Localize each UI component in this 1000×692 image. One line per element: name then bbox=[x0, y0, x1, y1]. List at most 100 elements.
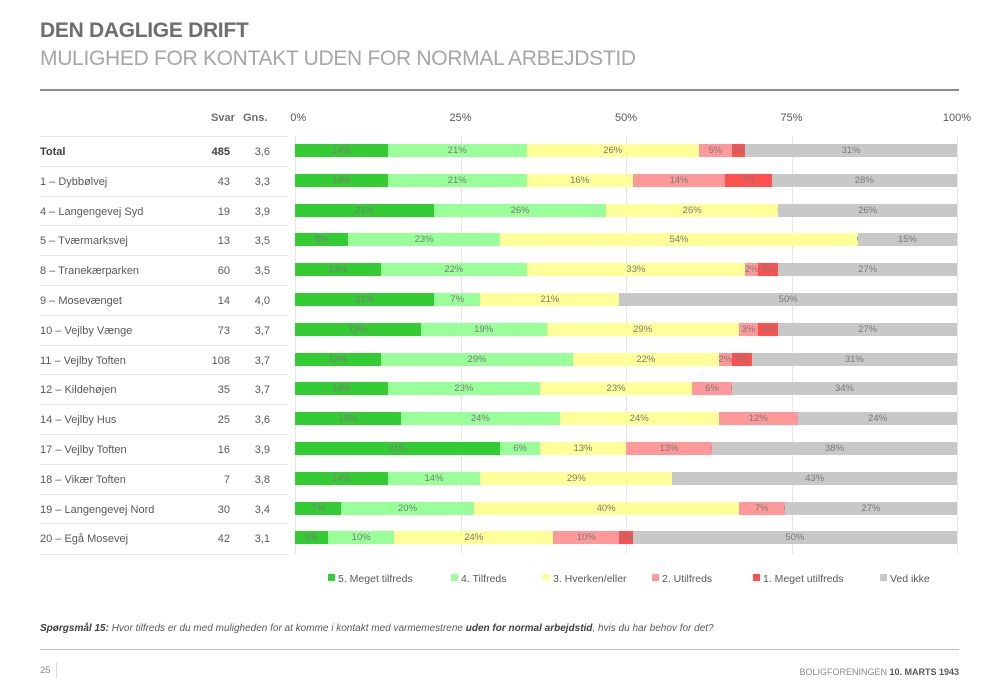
bar-segment bbox=[434, 293, 481, 306]
bar-segment bbox=[738, 322, 759, 336]
bar-segment bbox=[328, 531, 395, 545]
bar-segment bbox=[718, 412, 799, 426]
bar-row: 7%20%40%7%0%27% bbox=[295, 501, 957, 515]
bar-row: 14% 21% 26% 5% 2% 31% bbox=[295, 144, 957, 157]
bar-segment bbox=[798, 412, 957, 426]
legend-item: 1. Meget utilfreds bbox=[753, 573, 844, 585]
data-label: 7% bbox=[450, 294, 465, 305]
row-name: 11 – Vejlby Toften bbox=[40, 354, 126, 367]
bar-segment bbox=[692, 382, 732, 396]
bar-segment bbox=[778, 263, 957, 277]
row-name: 5 – Tværmarksvej bbox=[40, 235, 128, 248]
row-gns: 4,0 bbox=[254, 295, 270, 307]
bar-row: 14% 21% 16% 14% 7% 28% bbox=[295, 173, 957, 187]
bar-segment bbox=[758, 322, 779, 336]
bar-segment bbox=[745, 263, 759, 277]
data-label: 23% bbox=[606, 383, 626, 395]
question-text-bold: uden for normal arbejdstid bbox=[465, 623, 593, 634]
data-label: 28% bbox=[854, 174, 874, 186]
row-name: Total bbox=[40, 146, 66, 158]
footer-date: 10. MARTS 1943 bbox=[889, 667, 959, 677]
row-gns: 3,7 bbox=[254, 384, 270, 397]
bar-segment bbox=[718, 352, 732, 366]
legend-item: Ved ikke bbox=[880, 573, 930, 585]
row-svar: 42 bbox=[217, 533, 230, 546]
gridline bbox=[791, 136, 793, 554]
bar-row: 8%23%54%0%15% bbox=[295, 233, 957, 247]
table-row: 5 – Tværmarksvej 13 3,5 bbox=[40, 225, 288, 256]
page-number-separator bbox=[56, 662, 57, 678]
bar-segment bbox=[784, 501, 957, 515]
data-label: 38% bbox=[825, 443, 845, 454]
bar-segment bbox=[400, 412, 560, 426]
table-row: 20 – Egå Mosevej 42 3,1 bbox=[40, 523, 288, 556]
bar-segment bbox=[526, 173, 633, 187]
row-gns: 3,9 bbox=[254, 205, 270, 218]
data-label: 26% bbox=[858, 204, 878, 216]
bar-segment bbox=[295, 263, 382, 277]
row-svar: 16 bbox=[217, 444, 230, 456]
bar-segment bbox=[632, 173, 726, 187]
bar-segment bbox=[295, 293, 435, 306]
row-gns: 3,7 bbox=[254, 324, 270, 337]
bar-segment bbox=[778, 322, 957, 336]
data-label: 19% bbox=[348, 323, 368, 335]
bar-segment bbox=[473, 501, 739, 515]
x-tick-label: 0% bbox=[290, 112, 307, 124]
data-label: 21% bbox=[354, 294, 375, 305]
data-label: 3% bbox=[761, 323, 776, 335]
legend-swatch bbox=[451, 574, 458, 581]
bar-segment bbox=[857, 233, 957, 247]
bar-segment bbox=[619, 293, 957, 306]
question-label: Spørgsmål 15: bbox=[40, 623, 109, 634]
data-label: 13% bbox=[328, 264, 348, 276]
x-tick-label: 50% bbox=[614, 112, 638, 124]
data-label: 16% bbox=[338, 413, 358, 425]
data-label: 13% bbox=[659, 443, 679, 454]
data-label: 16% bbox=[570, 174, 590, 186]
legend-label: Ved ikke bbox=[890, 573, 930, 585]
bar-segment bbox=[295, 442, 501, 455]
x-tick-label: 25% bbox=[449, 112, 472, 124]
row-svar: 25 bbox=[217, 414, 230, 427]
bar-segment bbox=[295, 322, 421, 336]
page-number: 25 bbox=[40, 665, 51, 676]
row-svar: 73 bbox=[217, 324, 230, 337]
bar-segment bbox=[381, 263, 527, 277]
table-row: 1 – Dybbølvej 43 3,3 bbox=[40, 165, 288, 197]
data-label: 3% bbox=[734, 353, 749, 365]
gridline bbox=[626, 136, 627, 554]
data-label: 8% bbox=[314, 234, 329, 246]
bar-row: 16%24%24%12%0%24% bbox=[295, 412, 957, 426]
chart-legend: 5. Meget tilfreds 4. Tilfreds 3. Hverken/e… bbox=[0, 573, 1000, 587]
data-label: 14% bbox=[331, 383, 351, 395]
data-label: 24% bbox=[629, 413, 649, 425]
data-label: 27% bbox=[858, 323, 878, 335]
bar-segment bbox=[341, 501, 474, 515]
row-name: 4 – Langengevej Syd bbox=[40, 205, 144, 218]
row-svar: 30 bbox=[217, 503, 230, 516]
data-label: 43% bbox=[805, 472, 825, 484]
legend-swatch bbox=[543, 574, 550, 581]
table-row: Total 485 3,6 bbox=[40, 136, 288, 167]
bar-segment bbox=[553, 531, 620, 545]
bar-segment bbox=[295, 382, 388, 396]
data-label: 7% bbox=[754, 502, 769, 514]
data-label: 26% bbox=[682, 204, 702, 216]
data-label: 14% bbox=[331, 174, 351, 186]
row-svar: 19 bbox=[217, 205, 230, 218]
data-label: 14% bbox=[331, 472, 351, 484]
bar-row: 31%6%13%13%0%38% bbox=[295, 442, 957, 455]
bar-segment bbox=[632, 531, 957, 545]
data-label: 6% bbox=[705, 383, 719, 395]
row-name: 18 – Vikær Toften bbox=[40, 473, 126, 486]
bar-segment bbox=[295, 173, 388, 187]
row-gns: 3,5 bbox=[254, 235, 270, 248]
x-tick-label: 75% bbox=[780, 112, 803, 124]
data-label: 27% bbox=[861, 502, 881, 514]
data-label: 29% bbox=[566, 472, 586, 484]
bar-segment bbox=[295, 233, 348, 247]
bar-segment bbox=[573, 352, 719, 366]
bar-row: 14%14%29%0%43% bbox=[295, 471, 957, 485]
legend-swatch bbox=[652, 574, 659, 581]
